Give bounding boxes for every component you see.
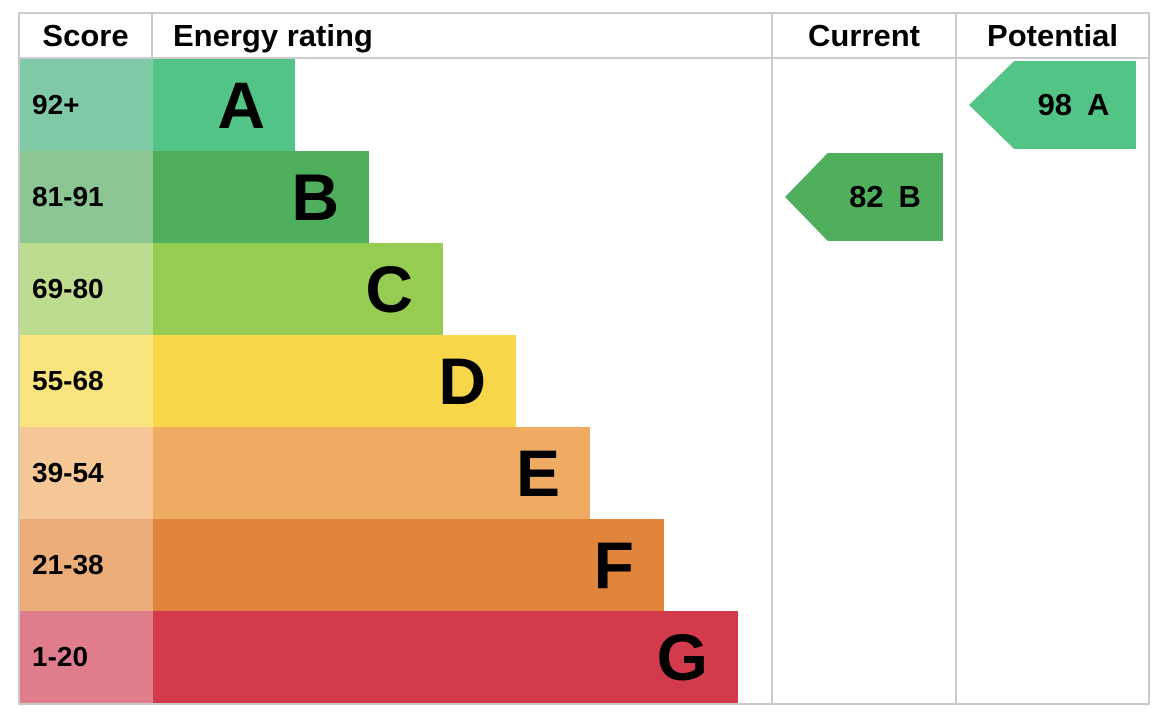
band-row-e: E (153, 427, 771, 519)
band-letter-b: B (291, 160, 339, 234)
score-header: Score (20, 14, 153, 59)
potential-band: A (1087, 87, 1110, 123)
score-cell-a: 92+ (20, 59, 153, 151)
potential-value: 98 (1037, 87, 1073, 123)
score-cell-c: 69-80 (20, 243, 153, 335)
potential-header: Potential (957, 14, 1148, 59)
band-letter-c: C (365, 252, 413, 326)
band-letter-g: G (656, 620, 708, 694)
current-column: Current 82 B (771, 14, 955, 703)
score-cell-f: 21-38 (20, 519, 153, 611)
score-range-a: 92+ (32, 89, 80, 120)
band-bar-e: E (153, 427, 590, 519)
score-range-f: 21-38 (32, 549, 104, 580)
band-row-c: C (153, 243, 771, 335)
band-bar-d: D (153, 335, 516, 427)
score-range-e: 39-54 (32, 457, 104, 488)
energy-rating-column: Energy rating A B C D E F G (153, 14, 771, 703)
potential-column: Potential 98 A (955, 14, 1148, 703)
score-range-c: 69-80 (32, 273, 104, 304)
band-letter-f: F (593, 528, 634, 602)
current-band: B (898, 179, 921, 215)
current-header: Current (773, 14, 955, 59)
potential-arrow: 98 A (969, 61, 1136, 149)
band-letter-a: A (217, 68, 265, 142)
band-row-g: G (153, 611, 771, 703)
band-bar-b: B (153, 151, 369, 243)
band-row-b: B (153, 151, 771, 243)
band-row-a: A (153, 59, 771, 151)
band-bar-c: C (153, 243, 443, 335)
current-column-body: 82 B (773, 59, 955, 703)
band-bar-f: F (153, 519, 664, 611)
score-cell-d: 55-68 (20, 335, 153, 427)
score-range-d: 55-68 (32, 365, 104, 396)
current-value: 82 (849, 179, 884, 215)
current-arrow: 82 B (785, 152, 943, 241)
score-range-b: 81-91 (32, 181, 104, 212)
score-cell-b: 81-91 (20, 151, 153, 243)
score-cell-e: 39-54 (20, 427, 153, 519)
band-bar-g: G (153, 611, 738, 703)
epc-rating-table: Score 92+ 81-91 69-80 55-68 39-54 21-38 … (18, 12, 1150, 705)
score-range-g: 1-20 (32, 641, 89, 672)
score-column: Score 92+ 81-91 69-80 55-68 39-54 21-38 … (20, 14, 153, 703)
score-cell-g: 1-20 (20, 611, 153, 703)
energy-rating-header: Energy rating (153, 14, 771, 59)
band-row-f: F (153, 519, 771, 611)
band-letter-d: D (438, 344, 486, 418)
band-letter-e: E (515, 436, 560, 510)
band-row-d: D (153, 335, 771, 427)
potential-column-body: 98 A (957, 59, 1148, 703)
band-bar-a: A (153, 59, 295, 151)
